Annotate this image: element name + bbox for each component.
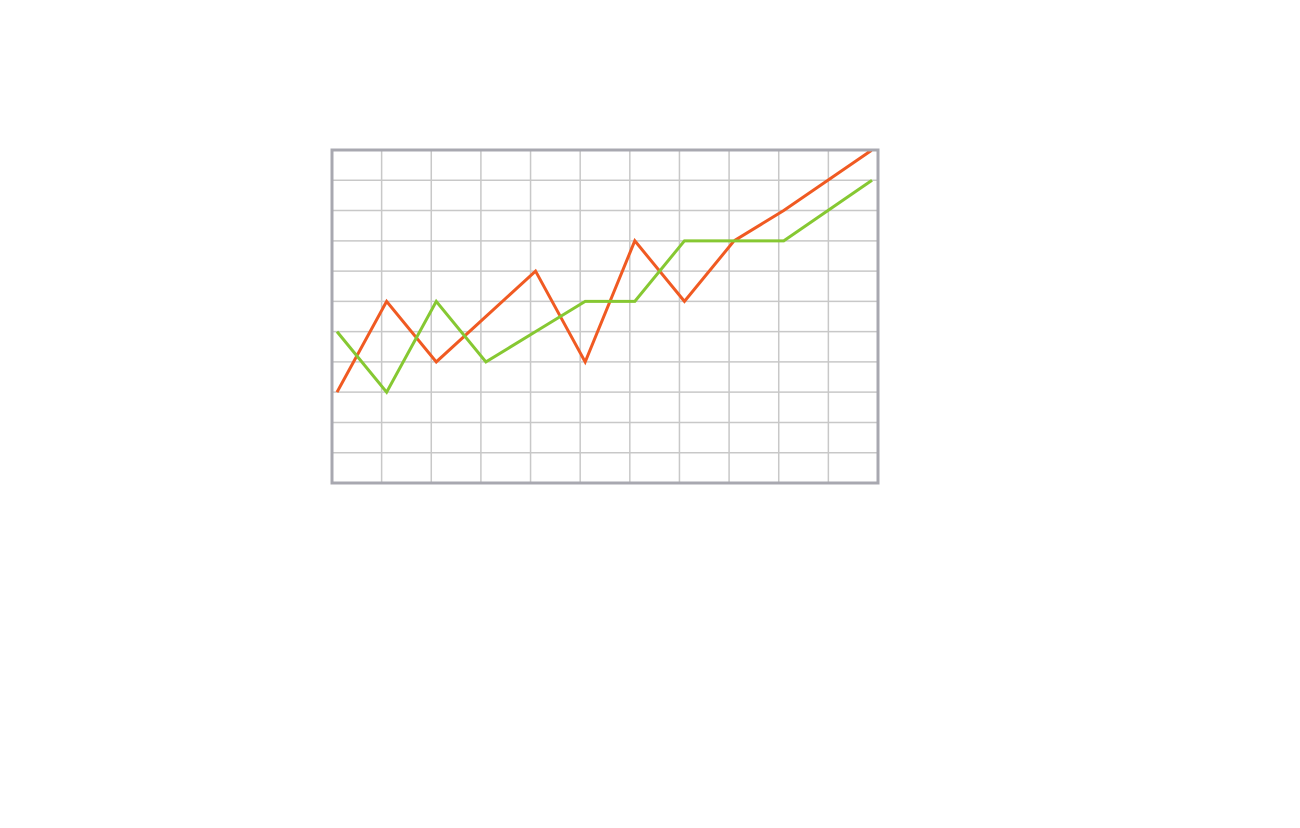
plot-frame <box>330 148 880 485</box>
series-line-2 <box>335 179 873 395</box>
series-line-1 <box>335 148 873 393</box>
series-lines <box>335 148 873 395</box>
gridlines <box>332 150 878 483</box>
